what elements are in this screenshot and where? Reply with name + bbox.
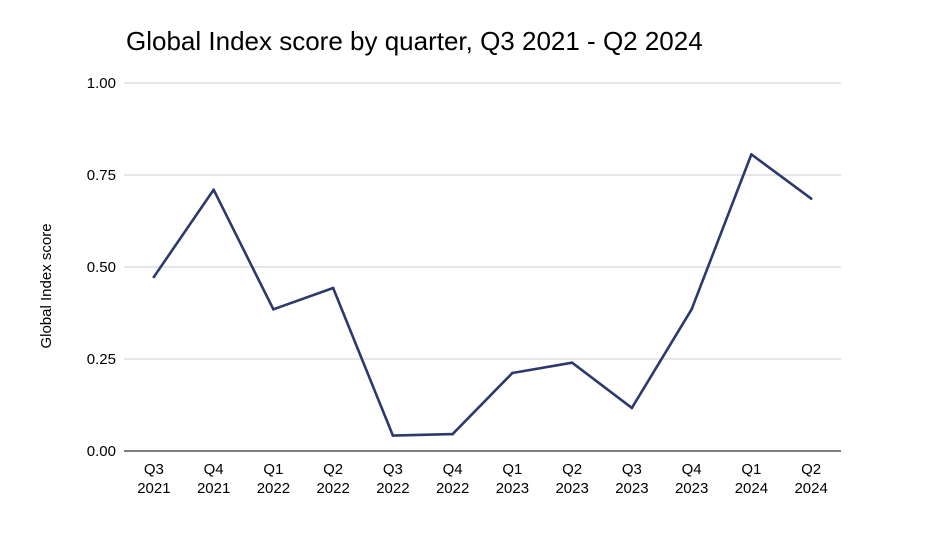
data-point: [630, 406, 634, 410]
x-tick-quarter: Q3: [383, 461, 403, 478]
x-tick-label: Q3 2023: [615, 461, 648, 497]
data-point: [570, 361, 574, 364]
x-tick-quarter: Q4: [204, 461, 224, 478]
x-tick-quarter: Q1: [741, 461, 761, 478]
y-axis-label: Global Index score: [38, 223, 55, 348]
x-tick-quarter: Q1: [502, 461, 522, 478]
x-tick-quarter: Q4: [443, 461, 463, 478]
y-tick-label: 0.75: [87, 167, 116, 184]
series-lines: [152, 153, 813, 437]
data-point: [690, 308, 693, 311]
x-tick-quarter: Q2: [323, 461, 343, 478]
x-tick-year: 2023: [496, 480, 529, 497]
x-tick-year: 2023: [675, 480, 708, 497]
x-tick-year: 2024: [735, 480, 768, 497]
y-tick-label: 1.00: [87, 75, 116, 92]
data-point: [391, 434, 395, 437]
x-tick-year: 2024: [794, 480, 827, 497]
data-point: [152, 275, 156, 279]
data-point: [750, 153, 753, 156]
gridlines: [124, 82, 841, 452]
x-tick-label: Q2 2023: [555, 461, 588, 497]
data-point: [451, 432, 454, 436]
x-tick-label: Q1 2022: [257, 461, 290, 497]
chart-title: Global Index score by quarter, Q3 2021 -…: [126, 26, 703, 56]
x-tick-year: 2022: [316, 480, 349, 497]
x-tick-label: Q4 2022: [436, 461, 469, 497]
x-tick-year: 2022: [257, 480, 290, 497]
data-point: [809, 197, 813, 200]
x-tick-label: Q4 2021: [197, 461, 230, 497]
x-tick-label: Q2 2022: [316, 461, 349, 497]
x-tick-year: 2022: [436, 480, 469, 497]
x-tick-quarter: Q2: [801, 461, 821, 478]
x-tick-year: 2021: [197, 480, 230, 497]
x-tick-labels: Q3 2021 Q4 2021 Q1 2022 Q2 2022 Q3 2022 Q4 2022 Q1 20…: [137, 461, 828, 497]
x-tick-year: 2023: [615, 480, 648, 497]
x-tick-quarter: Q2: [562, 461, 582, 478]
data-point: [511, 371, 514, 375]
data-point: [272, 308, 275, 311]
x-tick-year: 2021: [137, 480, 170, 497]
x-tick-year: 2022: [376, 480, 409, 497]
series-line: [152, 153, 813, 437]
x-tick-label: Q1 2024: [735, 461, 768, 497]
x-tick-label: Q2 2024: [794, 461, 827, 497]
x-tick-quarter: Q4: [682, 461, 702, 478]
x-tick-label: Q3 2021: [137, 461, 170, 497]
y-tick-label: 0.00: [87, 443, 116, 460]
x-tick-quarter: Q3: [144, 461, 164, 478]
x-tick-year: 2023: [555, 480, 588, 497]
data-point: [212, 188, 215, 192]
x-tick-quarter: Q3: [622, 461, 642, 478]
y-tick-label: 0.50: [87, 259, 116, 276]
x-tick-label: Q3 2022: [376, 461, 409, 497]
data-point: [331, 286, 335, 290]
y-tick-labels: 0.00 0.25 0.50 0.75 1.00: [87, 75, 116, 460]
x-tick-label: Q4 2023: [675, 461, 708, 497]
x-tick-quarter: Q1: [263, 461, 283, 478]
x-tick-label: Q1 2023: [496, 461, 529, 497]
y-tick-label: 0.25: [87, 351, 116, 368]
